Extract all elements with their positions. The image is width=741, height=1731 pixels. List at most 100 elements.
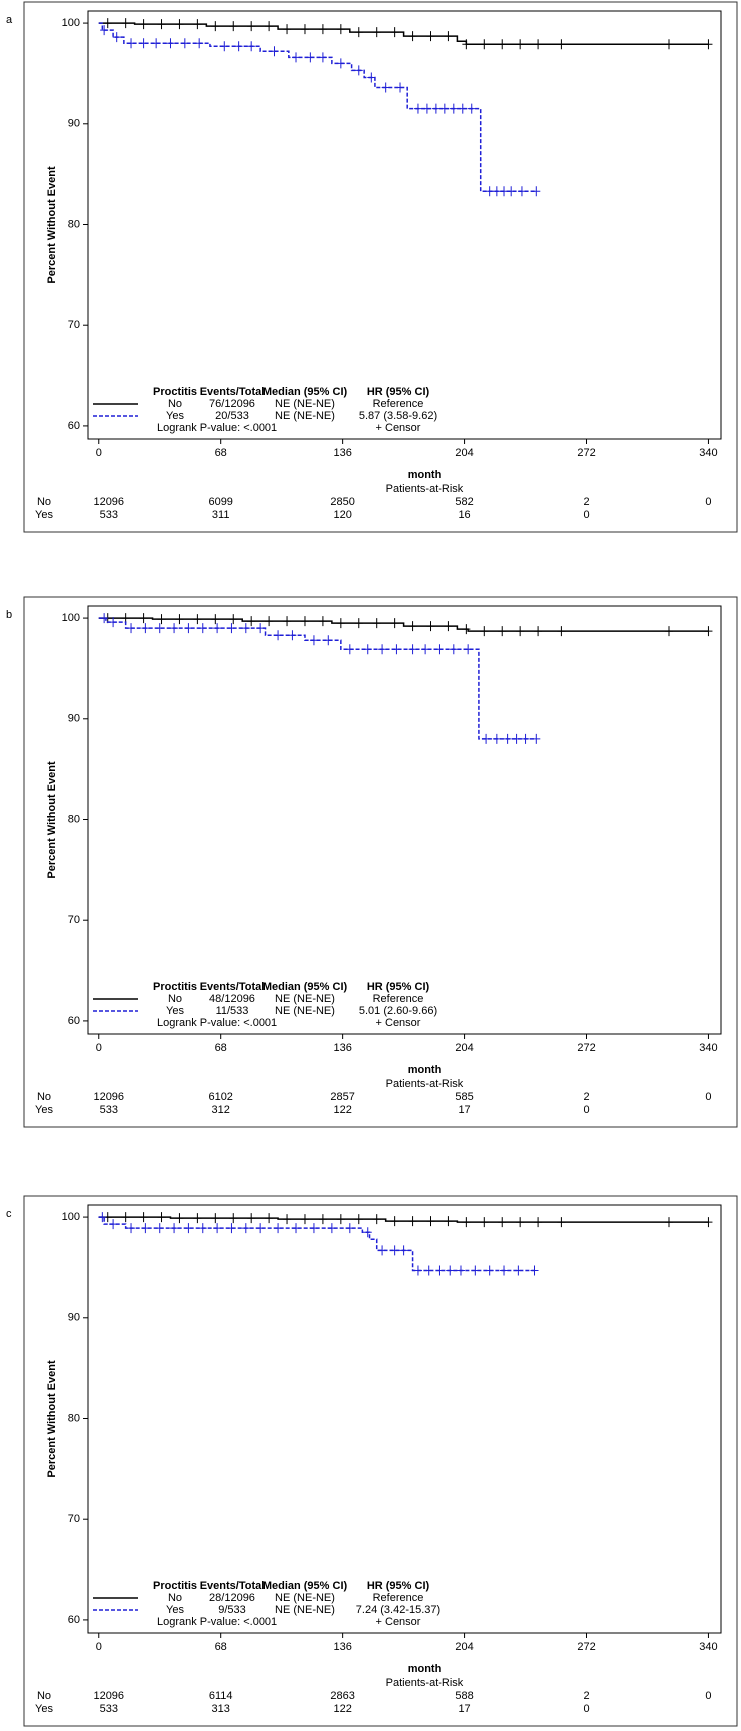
censor-mark bbox=[109, 617, 118, 628]
legend-name: No bbox=[168, 398, 182, 410]
y-tick-label: 70 bbox=[68, 1513, 80, 1525]
legend-median: NE (NE-NE) bbox=[275, 993, 335, 1005]
x-tick-label: 68 bbox=[215, 1641, 227, 1653]
panel-border bbox=[23, 596, 738, 1128]
risk-row-label: No bbox=[37, 496, 51, 508]
risk-count: 17 bbox=[458, 1703, 470, 1715]
censor-mark bbox=[265, 1213, 274, 1224]
risk-count: 120 bbox=[333, 509, 351, 521]
panel: a Percent Without Event 60 70 80 90 100 0 68 136 2… bbox=[6, 1, 738, 533]
y-axis-label: Percent Without Event bbox=[46, 1360, 58, 1478]
risk-count: 2 bbox=[583, 496, 589, 508]
risk-count: 2863 bbox=[330, 1690, 354, 1702]
legend-name: No bbox=[168, 1592, 182, 1604]
risk-count: 588 bbox=[455, 1690, 473, 1702]
censor-mark bbox=[309, 1223, 318, 1234]
risk-count: 533 bbox=[100, 1104, 118, 1116]
censor-mark bbox=[256, 623, 265, 634]
censor-mark bbox=[482, 733, 491, 744]
censor-mark bbox=[498, 39, 507, 50]
legend-hr: Reference bbox=[373, 1592, 424, 1604]
risk-title: Patients-at-Risk bbox=[386, 1677, 464, 1689]
censor-mark bbox=[462, 1217, 471, 1228]
censor-mark bbox=[372, 618, 381, 629]
censor-mark bbox=[170, 623, 179, 634]
censor-mark bbox=[426, 621, 435, 632]
censor-mark bbox=[283, 616, 292, 627]
censor-mark bbox=[408, 621, 417, 632]
censor-mark bbox=[139, 613, 148, 624]
legend-events: 11/533 bbox=[216, 1005, 249, 1017]
legend-name: No bbox=[168, 993, 182, 1005]
censor-mark bbox=[363, 1227, 372, 1238]
risk-count: 533 bbox=[100, 509, 118, 521]
censor-mark bbox=[193, 19, 202, 30]
censor-mark bbox=[500, 1265, 509, 1276]
y-tick-label: 80 bbox=[68, 218, 80, 230]
censor-mark bbox=[444, 31, 453, 42]
censor-mark bbox=[157, 1212, 166, 1223]
censor-mark bbox=[378, 644, 387, 655]
censor-mark bbox=[431, 103, 440, 114]
censor-mark bbox=[503, 733, 512, 744]
x-tick-label: 272 bbox=[577, 1641, 595, 1653]
censor-mark bbox=[664, 626, 673, 637]
y-tick-label: 100 bbox=[62, 1211, 80, 1223]
censor-mark bbox=[155, 623, 164, 634]
legend-events: 76/12096 bbox=[209, 398, 255, 410]
risk-row-label: Yes bbox=[35, 1703, 53, 1715]
censor-mark bbox=[480, 626, 489, 637]
censor-mark bbox=[704, 1217, 713, 1228]
censor-mark bbox=[213, 623, 222, 634]
censor-mark bbox=[229, 21, 238, 32]
censor-mark bbox=[170, 1223, 179, 1234]
censor-mark bbox=[265, 616, 274, 627]
legend-hr: 5.01 (2.60-9.66) bbox=[359, 1005, 437, 1017]
legend-header: Median (95% CI) bbox=[263, 981, 348, 993]
km-curve bbox=[98, 22, 537, 193]
risk-count: 533 bbox=[100, 1703, 118, 1715]
censor-mark bbox=[516, 626, 525, 637]
legend-median: NE (NE-NE) bbox=[275, 410, 335, 422]
censor-mark bbox=[354, 618, 363, 629]
legend-events: 48/12096 bbox=[209, 993, 255, 1005]
censor-mark bbox=[480, 39, 489, 50]
censor-mark bbox=[157, 19, 166, 30]
x-tick-label: 68 bbox=[215, 447, 227, 459]
censor-mark bbox=[306, 52, 315, 63]
censor-mark bbox=[408, 31, 417, 42]
censor-mark bbox=[274, 630, 283, 641]
censor-mark bbox=[390, 27, 399, 38]
censor-mark bbox=[103, 18, 112, 29]
censor-mark bbox=[440, 103, 449, 114]
censor-mark bbox=[157, 614, 166, 625]
censor-mark bbox=[112, 32, 121, 43]
censor-mark bbox=[336, 24, 345, 35]
risk-count: 12096 bbox=[93, 496, 124, 508]
censor-mark bbox=[309, 635, 318, 646]
censor-mark bbox=[530, 1265, 539, 1276]
legend-events: 20/533 bbox=[215, 410, 249, 422]
censor-mark bbox=[372, 27, 381, 38]
risk-count: 585 bbox=[455, 1091, 473, 1103]
x-axis-label: month bbox=[408, 469, 442, 481]
legend-events: 28/12096 bbox=[209, 1592, 255, 1604]
censor-mark bbox=[247, 616, 256, 627]
censor-mark bbox=[247, 41, 256, 52]
risk-count: 2 bbox=[583, 1091, 589, 1103]
x-tick-label: 340 bbox=[699, 1042, 717, 1054]
risk-row-label: No bbox=[37, 1690, 51, 1702]
x-tick-label: 136 bbox=[333, 1042, 351, 1054]
censor-mark bbox=[241, 1223, 250, 1234]
y-tick-label: 70 bbox=[68, 319, 80, 331]
censor-mark bbox=[532, 186, 541, 197]
legend-header: Proctitis bbox=[153, 386, 197, 398]
risk-count: 582 bbox=[455, 496, 473, 508]
censor-mark bbox=[664, 39, 673, 50]
censor-mark bbox=[175, 1213, 184, 1224]
censor-mark bbox=[367, 72, 376, 83]
legend-header: Median (95% CI) bbox=[263, 386, 348, 398]
censor-mark bbox=[446, 1265, 455, 1276]
risk-count: 2850 bbox=[330, 496, 354, 508]
